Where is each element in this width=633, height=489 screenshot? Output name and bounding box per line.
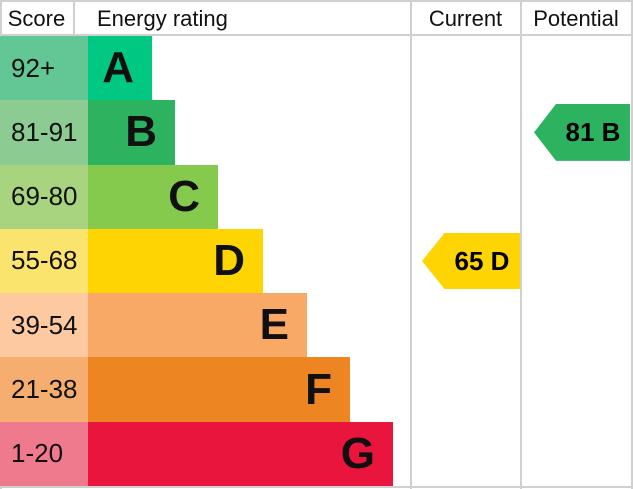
band-row-d: 55-68 D [0, 228, 411, 294]
band-row-a: 92+ A [0, 36, 411, 101]
score-range-c: 69-80 [0, 164, 88, 229]
band-row-g: 1-20 G [0, 421, 411, 486]
score-range-d: 55-68 [0, 228, 88, 294]
band-bar-c: C [88, 164, 218, 229]
band-bar-f: F [88, 357, 350, 422]
score-column-divider [73, 0, 75, 36]
score-range-a: 92+ [0, 36, 88, 101]
column-header-current: Current [428, 6, 503, 31]
potential-column-divider [520, 0, 522, 489]
band-row-e: 39-54 E [0, 293, 411, 358]
score-range-g: 1-20 [0, 421, 88, 486]
score-range-e: 39-54 [0, 293, 88, 358]
bottom-border-line [0, 486, 633, 488]
band-bar-b: B [88, 100, 175, 165]
current-column-divider [410, 0, 412, 489]
column-headers: Score Energy rating Current Potential [0, 0, 633, 36]
rating-band-rows: 92+ A 81-91 B 69-80 C 55-68 D 39-54 E 21… [0, 36, 411, 486]
band-row-f: 21-38 F [0, 357, 411, 422]
band-bar-g: G [88, 421, 393, 486]
potential-rating-arrow: 81 B [534, 103, 630, 161]
top-border-line [0, 0, 633, 2]
column-header-energy-rating: Energy rating [97, 6, 228, 31]
score-range-f: 21-38 [0, 357, 88, 422]
band-row-b: 81-91 B [0, 100, 411, 165]
band-bar-d: D [88, 228, 263, 294]
column-header-potential: Potential [533, 6, 619, 31]
score-range-b: 81-91 [0, 100, 88, 165]
band-bar-a: A [88, 36, 152, 101]
band-bar-e: E [88, 293, 307, 358]
column-header-score: Score [7, 6, 66, 31]
band-row-c: 69-80 C [0, 164, 411, 229]
current-rating-arrow: 65 D [422, 233, 520, 289]
header-divider-line [0, 34, 633, 36]
right-border-line [631, 0, 633, 489]
